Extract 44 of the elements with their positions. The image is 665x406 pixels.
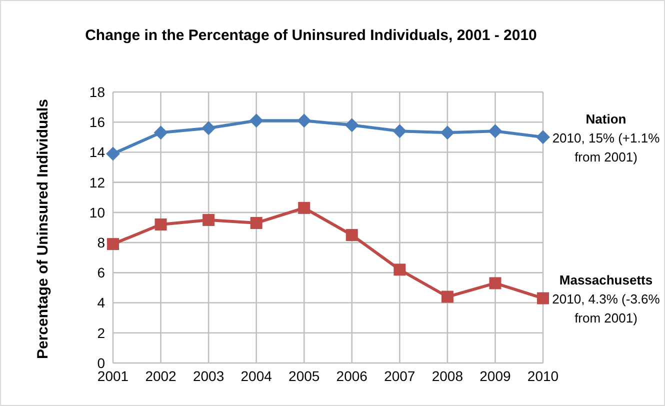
x-tick-label: 2004 (240, 368, 272, 384)
text: Nation (584, 110, 628, 129)
annotation: 2010, 4.3% (-3.6% from 2001) (551, 290, 661, 328)
y-tick-label: 12 (89, 174, 106, 190)
point (346, 229, 358, 242)
annotation: 2010, 15% (+1.1% from 2001) (551, 130, 661, 167)
y-tick-label: 4 (97, 294, 106, 311)
point (202, 121, 216, 136)
x-tick-label: 2007 (384, 368, 416, 384)
point (441, 290, 454, 303)
series-label: Massachusetts (558, 272, 654, 290)
point (106, 146, 120, 161)
point (392, 124, 407, 138)
x-tick-label: 2010 (527, 368, 559, 384)
point (394, 264, 406, 276)
x-tick-label: 2005 (288, 368, 320, 384)
point (440, 126, 454, 140)
y-tick-label: 6 (97, 264, 106, 281)
y-tick-label: 2 (97, 324, 106, 341)
point (249, 114, 264, 128)
x-tick-label: 2002 (145, 368, 177, 384)
point (536, 130, 550, 144)
point (250, 216, 262, 229)
point (344, 118, 359, 132)
point (489, 277, 502, 290)
point (298, 202, 310, 214)
point (154, 126, 168, 140)
y-tick-label: 16 (89, 114, 106, 130)
y-tick-label: 14 (89, 144, 106, 160)
point (488, 124, 502, 138)
y-tick-label: 18 (89, 84, 106, 100)
x-tick-label: 2009 (480, 368, 512, 384)
point (537, 292, 549, 304)
x-tick-label: 2008 (432, 368, 464, 384)
point (154, 218, 167, 230)
y-axis-title: Percentage of Uninsured Individuals (34, 98, 52, 359)
x-tick-label: 2006 (336, 368, 368, 384)
y-tick-label: 10 (89, 204, 106, 220)
x-tick-label: 2003 (192, 368, 224, 384)
point (107, 238, 119, 250)
chart-title: Change in the Percentage of Uninsured Individuals, 2001 - 2010 (84, 27, 538, 44)
point (202, 214, 215, 226)
y-tick-label: 8 (97, 234, 106, 251)
point (297, 114, 312, 128)
